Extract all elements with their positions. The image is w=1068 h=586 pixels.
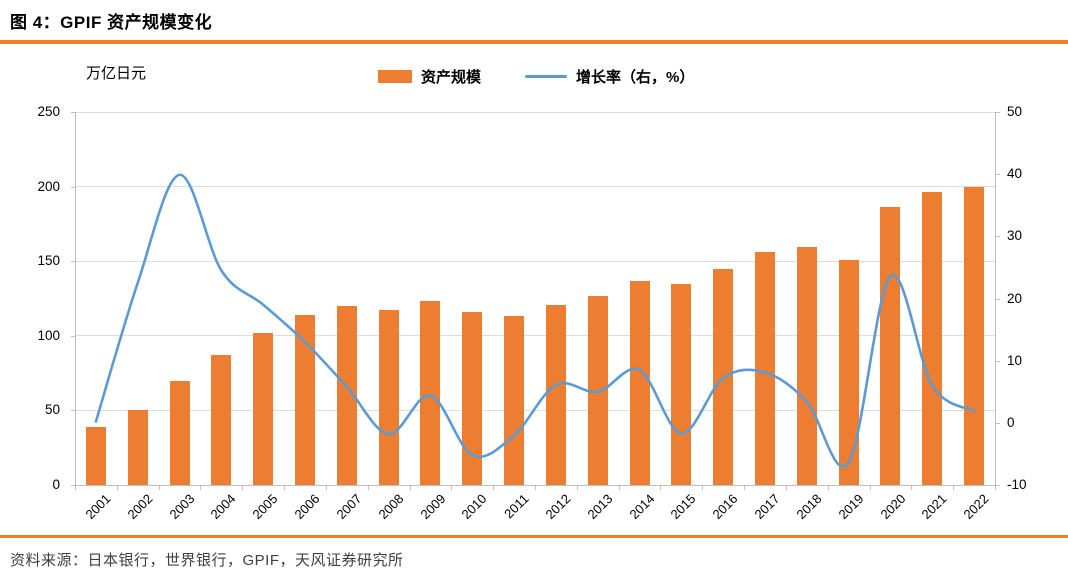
bar-2014 bbox=[629, 280, 650, 485]
bar-2006 bbox=[295, 314, 315, 485]
x-axis-tick bbox=[785, 486, 787, 490]
gridline bbox=[75, 260, 995, 262]
x-axis-tick bbox=[576, 486, 578, 490]
legend: 资产规模 增长率（右，%） bbox=[378, 66, 694, 87]
bar-2012 bbox=[545, 305, 566, 485]
x-axis-tick bbox=[493, 486, 495, 490]
x-axis-tick bbox=[744, 486, 746, 490]
bar-2019 bbox=[838, 260, 859, 485]
x-axis-tick bbox=[200, 486, 202, 490]
left-axis-unit-label: 万亿日元 bbox=[86, 65, 147, 82]
bar-2004 bbox=[211, 355, 232, 485]
right-axis-tick bbox=[996, 485, 1000, 486]
right-axis-tick bbox=[996, 112, 1000, 113]
right-axis-tick bbox=[996, 236, 1000, 238]
legend-line-swatch bbox=[525, 75, 568, 78]
bar-2003 bbox=[169, 380, 190, 485]
growth-rate-line bbox=[94, 173, 976, 468]
left-axis-tick-label: 50 bbox=[44, 402, 60, 418]
x-axis-tick bbox=[242, 486, 244, 490]
right-axis-tick bbox=[996, 360, 1000, 362]
left-axis-tick bbox=[71, 335, 75, 337]
left-axis-tick-label: 250 bbox=[37, 104, 60, 119]
bar-2017 bbox=[755, 251, 775, 485]
left-axis-tick bbox=[71, 410, 75, 412]
right-axis-tick-label: 40 bbox=[1007, 166, 1023, 182]
x-axis-tick bbox=[702, 486, 704, 490]
bar-2010 bbox=[462, 311, 483, 485]
x-axis-tick bbox=[535, 486, 536, 490]
left-axis-tick-label: 150 bbox=[37, 253, 60, 269]
bar-2011 bbox=[504, 315, 525, 485]
right-axis-tick-label: 30 bbox=[1007, 228, 1023, 244]
x-axis-tick bbox=[618, 486, 620, 490]
footer-rule bbox=[0, 535, 1068, 538]
left-axis-tick-label: 0 bbox=[52, 477, 60, 492]
right-axis-tick-label: 10 bbox=[1007, 352, 1023, 368]
left-axis-tick-label: 100 bbox=[37, 327, 60, 343]
right-axis-tick bbox=[996, 422, 1000, 424]
bar-2008 bbox=[378, 309, 399, 485]
x-axis-tick bbox=[116, 486, 118, 490]
bar-2018 bbox=[796, 247, 817, 485]
right-axis-line bbox=[995, 112, 996, 485]
left-axis-line bbox=[75, 112, 76, 485]
gridline bbox=[75, 111, 995, 113]
x-axis-tick bbox=[953, 486, 955, 490]
bar-2007 bbox=[336, 305, 357, 485]
x-axis-tick bbox=[869, 486, 871, 490]
left-axis-tick-label: 200 bbox=[37, 178, 60, 194]
legend-bar-swatch bbox=[378, 70, 412, 83]
right-axis-tick-label: -10 bbox=[1007, 477, 1027, 492]
legend-line-label: 增长率（右，%） bbox=[576, 69, 695, 86]
right-axis-tick bbox=[996, 174, 1000, 176]
source-note: 资料来源：日本银行，世界银行，GPIF，天风证券研究所 bbox=[10, 552, 404, 569]
title-rule bbox=[0, 40, 1068, 44]
x-axis-tick bbox=[409, 486, 411, 490]
left-axis-tick bbox=[71, 485, 75, 486]
x-axis-tick bbox=[660, 486, 662, 490]
bar-2015 bbox=[671, 284, 692, 485]
right-axis-tick bbox=[996, 298, 1000, 300]
x-axis-tick bbox=[827, 486, 829, 490]
x-axis-tick bbox=[284, 486, 286, 490]
x-axis-tick bbox=[75, 486, 76, 490]
x-axis-tick bbox=[451, 486, 453, 490]
gridline bbox=[75, 186, 995, 188]
left-axis-tick bbox=[71, 112, 75, 113]
gridline bbox=[75, 335, 995, 337]
x-axis-tick bbox=[367, 486, 369, 490]
right-axis-tick-label: 0 bbox=[1007, 414, 1015, 430]
left-axis-tick bbox=[71, 186, 75, 188]
left-axis-tick bbox=[71, 261, 75, 263]
figure-title: 图 4：GPIF 资产规模变化 bbox=[10, 13, 213, 32]
x-axis-tick bbox=[911, 486, 913, 490]
bottom-axis-line bbox=[75, 485, 996, 486]
right-axis-tick-label: 20 bbox=[1007, 290, 1023, 306]
x-axis-tick bbox=[325, 486, 327, 490]
legend-bar-label: 资产规模 bbox=[421, 69, 482, 86]
bar-2001 bbox=[85, 426, 106, 485]
bar-2021 bbox=[922, 191, 943, 485]
bar-2005 bbox=[253, 332, 274, 485]
bar-2002 bbox=[127, 410, 148, 485]
right-axis-tick-label: 50 bbox=[1007, 104, 1023, 119]
bar-2009 bbox=[420, 301, 441, 485]
x-axis-tick bbox=[158, 486, 160, 490]
x-axis-tick bbox=[995, 486, 996, 490]
